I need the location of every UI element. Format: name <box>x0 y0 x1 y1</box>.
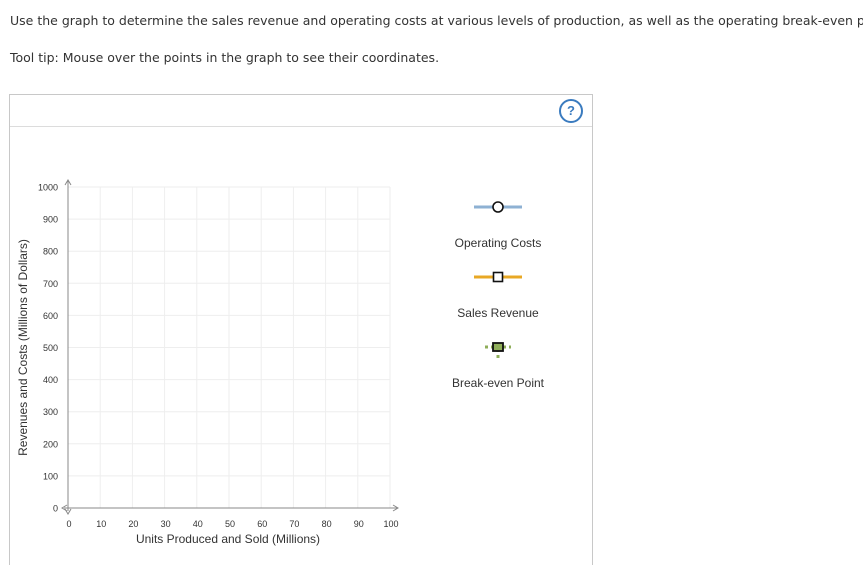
break-even-tool[interactable] <box>482 340 514 362</box>
instructions-text: Use the graph to determine the sales rev… <box>10 13 863 28</box>
square-marker-icon <box>492 271 504 283</box>
operating-costs-tool[interactable] <box>472 198 524 216</box>
graph-panel: ? <box>9 94 593 565</box>
x-tick-label: 70 <box>289 519 299 529</box>
x-tick-label: 0 <box>66 519 71 529</box>
panel-toolbar: ? <box>10 95 592 127</box>
y-tick-label: 800 <box>43 247 58 257</box>
y-tick-label: 200 <box>43 439 58 449</box>
y-axis-arrow-icon <box>64 179 72 186</box>
operating-costs-label: Operating Costs <box>454 236 542 250</box>
break-even-marker-icon <box>492 342 504 352</box>
chart-grid <box>68 186 391 508</box>
x-axis-arrow-icon <box>392 504 399 512</box>
x-tick-label: 20 <box>128 519 138 529</box>
y-tick-label: 900 <box>43 215 58 225</box>
y-tick-label: 100 <box>43 471 58 481</box>
x-tick-label: 60 <box>257 519 267 529</box>
y-tick-label: 300 <box>43 407 58 417</box>
y-axis-down-arrow-icon <box>64 508 72 515</box>
circle-marker-icon <box>492 201 504 213</box>
x-axis-label: Units Produced and Sold (Millions) <box>136 532 320 546</box>
y-tick-label: 1000 <box>38 183 58 193</box>
x-tick-label: 30 <box>161 519 171 529</box>
y-tick-label: 400 <box>43 375 58 385</box>
tooltip-hint-text: Tool tip: Mouse over the points in the g… <box>10 50 440 65</box>
x-tick-label: 50 <box>225 519 235 529</box>
x-tick-label: 100 <box>383 519 398 529</box>
x-tick-label: 40 <box>193 519 203 529</box>
sales-revenue-label: Sales Revenue <box>457 306 539 320</box>
y-tick-label: 500 <box>43 343 58 353</box>
help-button[interactable]: ? <box>559 99 583 123</box>
x-tick-label: 80 <box>322 519 332 529</box>
break-even-label: Break-even Point <box>451 376 545 390</box>
y-tick-label: 0 <box>53 504 58 514</box>
y-axis-label: Revenues and Costs (Millions of Dollars) <box>16 239 30 456</box>
chart-tick-labels: 0 100 200 300 400 500 600 700 800 900 1000 0 10 20 30 4… <box>38 183 399 530</box>
x-tick-label: 90 <box>354 519 364 529</box>
x-tick-label: 10 <box>96 519 106 529</box>
y-tick-label: 700 <box>43 279 58 289</box>
chart-axes <box>61 179 399 515</box>
chart-svg[interactable]: 0 100 200 300 400 500 600 700 800 900 1000 0 10 20 30 4… <box>0 0 863 551</box>
sales-revenue-tool[interactable] <box>472 268 524 286</box>
y-tick-label: 600 <box>43 311 58 321</box>
